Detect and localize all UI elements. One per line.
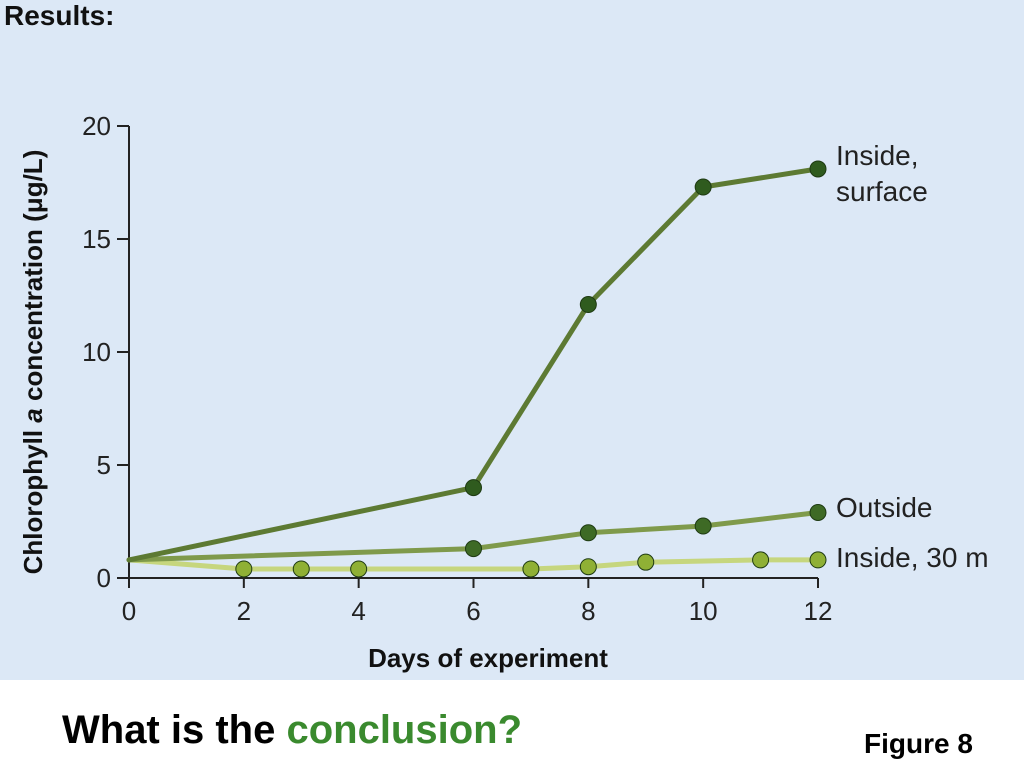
series-label: Inside, 30 m bbox=[836, 542, 989, 573]
data-point bbox=[350, 560, 368, 578]
data-point bbox=[465, 479, 482, 497]
question-highlight: conclusion? bbox=[286, 708, 523, 752]
data-point bbox=[637, 553, 655, 571]
data-point bbox=[809, 503, 827, 521]
results-heading: Results: bbox=[4, 0, 115, 31]
x-axis-title: Days of experiment bbox=[368, 643, 608, 673]
series-line bbox=[126, 557, 821, 572]
chart-markers bbox=[235, 160, 827, 578]
series-line bbox=[126, 166, 821, 563]
data-point bbox=[579, 296, 597, 314]
data-point bbox=[235, 560, 253, 578]
data-point bbox=[809, 551, 827, 569]
line-chart: 0 5 10 15 20 0 2 4 6 8 10 12 Days of experiment Chlor… bbox=[18, 111, 989, 673]
x-tick-label: 0 bbox=[122, 596, 136, 626]
y-axis-title-part: concentration ( bbox=[18, 213, 48, 408]
y-axis-title-part: Chlorophyll bbox=[18, 423, 48, 575]
x-tick-label: 12 bbox=[804, 596, 833, 626]
y-axis-title: Chlorophyll a concentration (μg/L) bbox=[18, 150, 48, 575]
x-tick-label: 6 bbox=[466, 596, 480, 626]
y-tick-label: 0 bbox=[97, 563, 111, 593]
data-point bbox=[694, 178, 712, 196]
data-point bbox=[579, 524, 597, 542]
series-label: Inside, bbox=[836, 140, 919, 171]
results-panel: Results: 0 5 10 15 20 0 2 4 6 8 10 12 Days of experi… bbox=[0, 0, 1024, 680]
y-tick-label: 20 bbox=[82, 111, 111, 141]
x-tick-label: 10 bbox=[689, 596, 718, 626]
chart-labels: Inside, surface Outside Inside, 30 m bbox=[836, 140, 989, 573]
x-tick-label: 2 bbox=[237, 596, 251, 626]
chart-series-lines bbox=[126, 166, 821, 572]
data-point bbox=[809, 160, 827, 178]
data-point bbox=[579, 558, 597, 576]
data-point bbox=[465, 540, 482, 558]
x-tick-label: 4 bbox=[351, 596, 365, 626]
question-prefix: What is the bbox=[62, 708, 287, 752]
y-axis-title-part: a bbox=[18, 408, 48, 422]
chart-axes: 0 5 10 15 20 0 2 4 6 8 10 12 Days of experiment Chlor… bbox=[18, 111, 832, 673]
question-text: What is the conclusion? bbox=[62, 708, 522, 753]
data-point bbox=[292, 560, 310, 578]
y-axis-title-part: g/L) bbox=[18, 150, 48, 198]
data-point bbox=[694, 517, 712, 535]
y-axis-title-part: μ bbox=[18, 197, 48, 213]
data-point bbox=[522, 560, 540, 578]
series-label: surface bbox=[836, 176, 928, 207]
x-tick-label: 8 bbox=[581, 596, 595, 626]
y-tick-label: 5 bbox=[97, 450, 111, 480]
figure-label: Figure 8 bbox=[864, 728, 973, 759]
y-tick-label: 10 bbox=[82, 337, 111, 367]
data-point bbox=[752, 551, 770, 569]
series-label: Outside bbox=[836, 492, 933, 523]
y-tick-label: 15 bbox=[82, 224, 111, 254]
